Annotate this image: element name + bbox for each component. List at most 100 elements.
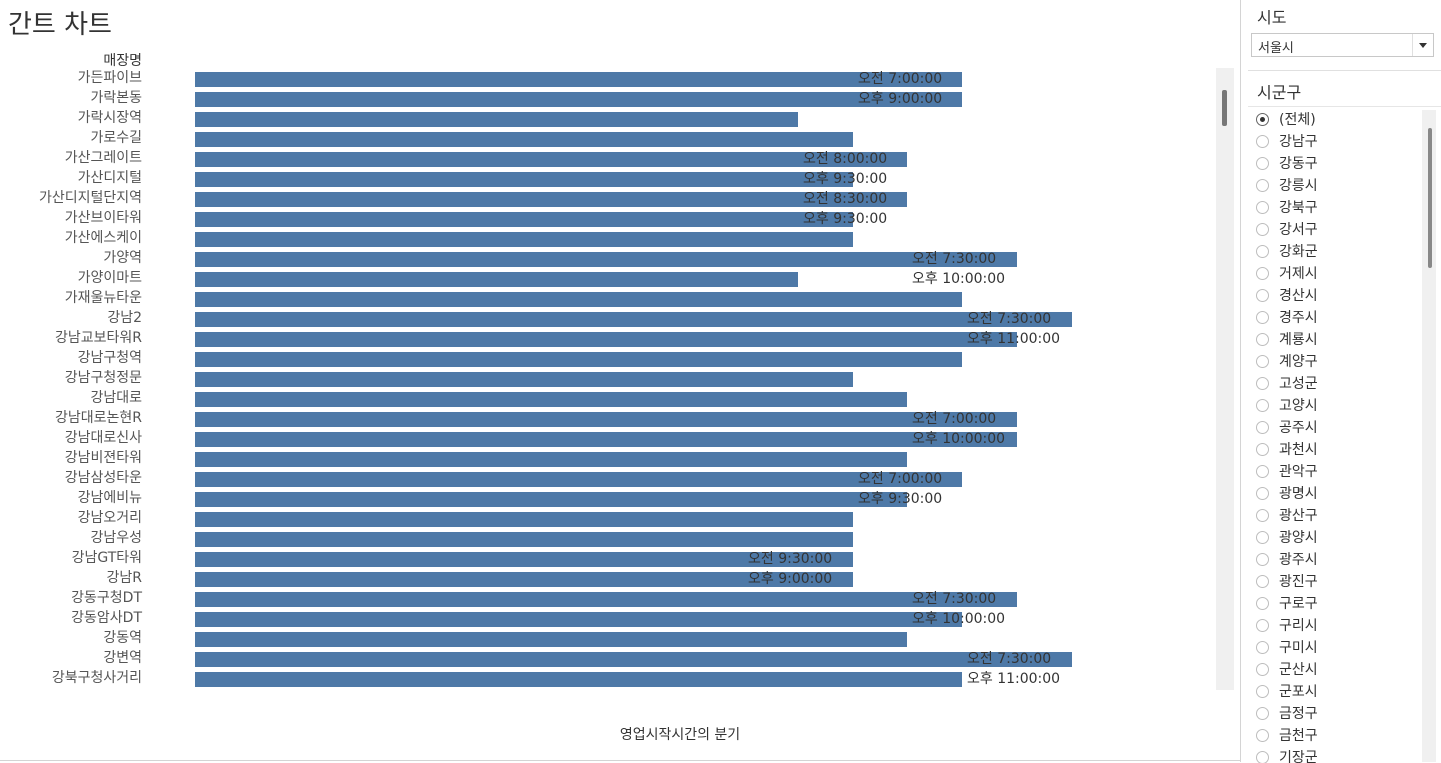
radio-button[interactable] (1256, 377, 1269, 390)
gantt-bar[interactable] (195, 72, 962, 87)
radio-button[interactable] (1256, 685, 1269, 698)
radio-button[interactable] (1256, 597, 1269, 610)
radio-button[interactable] (1256, 113, 1269, 126)
store-name-label: 강동역 (103, 630, 142, 646)
filter-vertical-scrollbar[interactable] (1422, 110, 1436, 762)
radio-button[interactable] (1256, 157, 1269, 170)
radio-button[interactable] (1256, 487, 1269, 500)
gantt-bar[interactable] (195, 272, 798, 287)
store-name-label: 가락본동 (90, 90, 142, 106)
gantt-bar[interactable] (195, 432, 1017, 447)
chart-vertical-scrollbar[interactable] (1216, 68, 1234, 690)
store-name-label: 가양역 (103, 250, 142, 266)
radio-button[interactable] (1256, 399, 1269, 412)
time-annotation: 오전 7:30:00 (967, 651, 1052, 667)
chart-scroll-thumb[interactable] (1222, 90, 1227, 126)
gantt-bar[interactable] (195, 112, 798, 127)
radio-button[interactable] (1256, 223, 1269, 236)
sigungu-option-label: 광산구 (1279, 508, 1318, 524)
radio-button[interactable] (1256, 465, 1269, 478)
gantt-bar[interactable] (195, 132, 853, 147)
radio-button[interactable] (1256, 201, 1269, 214)
radio-button[interactable] (1256, 707, 1269, 720)
gantt-bar[interactable] (195, 232, 853, 247)
store-name-label: 강동암사DT (71, 610, 142, 626)
store-name-label: 강동구청DT (71, 590, 142, 606)
sigungu-option-label: 금정구 (1279, 706, 1318, 722)
sigungu-option-label: 경산시 (1279, 288, 1318, 304)
radio-button[interactable] (1256, 333, 1269, 346)
radio-button[interactable] (1256, 575, 1269, 588)
gantt-bar[interactable] (195, 672, 962, 687)
time-annotation: 오후 10:00:00 (912, 431, 1006, 447)
radio-button[interactable] (1256, 443, 1269, 456)
radio-button[interactable] (1256, 267, 1269, 280)
radio-button[interactable] (1256, 619, 1269, 632)
filter-scroll-thumb[interactable] (1428, 128, 1432, 268)
store-name-label: 강남대로논현R (54, 410, 142, 426)
gantt-bar[interactable] (195, 212, 853, 227)
sigungu-option-label: 광주시 (1279, 552, 1318, 568)
radio-button[interactable] (1256, 355, 1269, 368)
sigungu-option-label: 강남구 (1279, 134, 1318, 150)
store-name-label: 가산디지털 (77, 170, 142, 186)
gantt-bar[interactable] (195, 312, 1072, 327)
gantt-bar[interactable] (195, 532, 853, 547)
gantt-bar[interactable] (195, 652, 1072, 667)
radio-button[interactable] (1256, 729, 1269, 742)
sigungu-option-label: 강서구 (1279, 222, 1318, 238)
time-annotation: 오후 11:00:00 (967, 671, 1061, 687)
radio-button[interactable] (1256, 663, 1269, 676)
chevron-down-icon[interactable] (1412, 34, 1433, 56)
sigungu-option-label: 광양시 (1279, 530, 1318, 546)
gantt-bar[interactable] (195, 472, 962, 487)
sido-dropdown-value: 서울시 (1258, 41, 1294, 56)
gantt-bar[interactable] (195, 372, 853, 387)
gantt-bar[interactable] (195, 92, 962, 107)
store-name-label: 가산디지털단지역 (38, 190, 142, 206)
time-annotation: 오후 10:00:00 (912, 271, 1006, 287)
sido-dropdown[interactable]: 서울시 (1251, 33, 1434, 57)
radio-button[interactable] (1256, 641, 1269, 654)
gantt-bar[interactable] (195, 492, 907, 507)
radio-button[interactable] (1256, 531, 1269, 544)
radio-button[interactable] (1256, 135, 1269, 148)
gantt-bar[interactable] (195, 512, 853, 527)
gantt-bar[interactable] (195, 252, 1017, 267)
gantt-bar[interactable] (195, 412, 1017, 427)
radio-button[interactable] (1256, 245, 1269, 258)
radio-button[interactable] (1256, 289, 1269, 302)
gantt-bar[interactable] (195, 172, 853, 187)
radio-button[interactable] (1256, 509, 1269, 522)
store-name-label: 가락시장역 (77, 110, 142, 126)
sigungu-option-label: 광명시 (1279, 486, 1318, 502)
bottom-divider (0, 760, 1240, 761)
radio-button[interactable] (1256, 553, 1269, 566)
sigungu-option-label: 강릉시 (1279, 178, 1318, 194)
gantt-plot-area[interactable]: 오전 7:00:00 오후 9:00:00 오전 8:00:00 오후 9:30:00… (148, 68, 1212, 690)
sigungu-filter-panel: 시군구 (전체) 강남구 강동구 강릉시 강북구 강서구 강화군 거제시 경산시 경주시 계룡시 계양… (1248, 70, 1441, 763)
gantt-bar[interactable] (195, 292, 962, 307)
radio-button[interactable] (1256, 751, 1269, 763)
gantt-bar[interactable] (195, 332, 1017, 347)
radio-button[interactable] (1256, 179, 1269, 192)
sigungu-option-label: 고양시 (1279, 398, 1318, 414)
radio-button[interactable] (1256, 421, 1269, 434)
gantt-bar[interactable] (195, 612, 962, 627)
gantt-bar[interactable] (195, 152, 907, 167)
radio-button[interactable] (1256, 311, 1269, 324)
x-axis-label: 영업시작시간의 분기 (619, 727, 741, 743)
sigungu-option-label: 계룡시 (1279, 332, 1318, 348)
gantt-bar[interactable] (195, 392, 907, 407)
sigungu-option-label: (전체) (1279, 112, 1316, 128)
store-name-label: 강남에비뉴 (77, 490, 142, 506)
gantt-bar[interactable] (195, 192, 907, 207)
gantt-bar[interactable] (195, 352, 962, 367)
gantt-bar[interactable] (195, 572, 853, 587)
time-annotation: 오후 11:00:00 (967, 331, 1061, 347)
gantt-bar[interactable] (195, 592, 1017, 607)
gantt-bar[interactable] (195, 632, 907, 647)
gantt-bar[interactable] (195, 552, 853, 567)
time-annotation: 오후 10:00:00 (912, 611, 1006, 627)
gantt-bar[interactable] (195, 452, 907, 467)
